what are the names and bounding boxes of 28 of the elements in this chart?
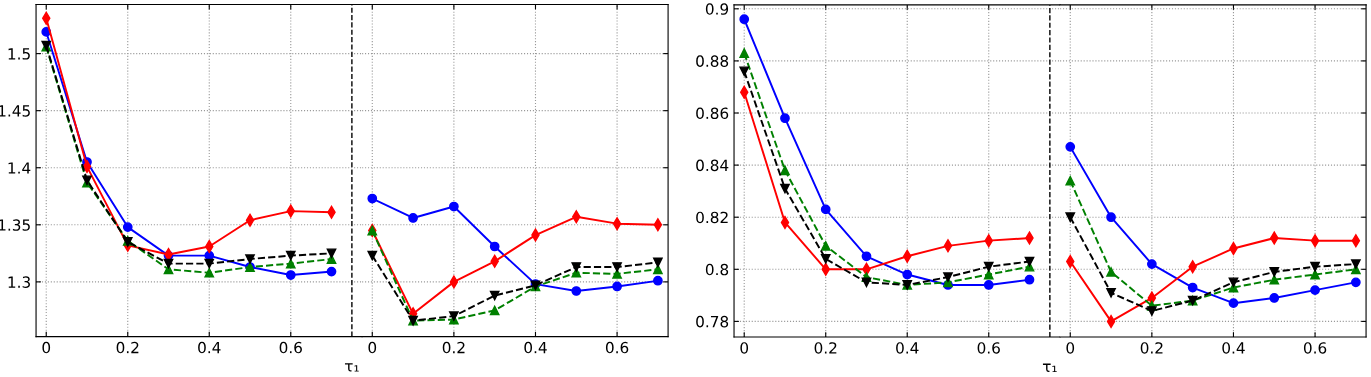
- x-tick-label: 0: [740, 342, 749, 354]
- x-tick-label: 0.2: [442, 341, 465, 354]
- y-tick-label: 0.78: [696, 315, 729, 328]
- x-tick-label: 0.6: [977, 342, 1000, 354]
- y-tick-label: 1.5: [8, 48, 30, 60]
- y-tick-label: 0.84: [696, 159, 729, 172]
- x-tick-label: 0: [42, 341, 51, 354]
- x-tick-label: 0.6: [1303, 342, 1327, 354]
- y-tick-label: 1.3: [8, 276, 30, 288]
- x-tick-label: 0.4: [198, 341, 221, 354]
- x-axis-title: τ₁: [344, 363, 359, 372]
- x-tick-label: 0: [368, 341, 377, 354]
- y-tick-label: 0.86: [696, 107, 729, 120]
- x-tick-label: 0.6: [279, 341, 302, 354]
- x-tick-label: 0.4: [896, 342, 919, 354]
- y-tick-label: 0.82: [696, 211, 728, 224]
- x-tick-label: 0.2: [814, 342, 837, 354]
- x-tick-label: 0.6: [605, 341, 629, 354]
- x-tick-label: 0.4: [524, 341, 547, 354]
- x-tick-label: 0.2: [116, 341, 139, 354]
- y-tick-label: 0.8: [705, 263, 729, 276]
- x-tick-label: 0: [1066, 342, 1075, 354]
- y-tick-label: 1.4: [8, 162, 31, 174]
- y-tick-label: 0.9: [705, 3, 729, 15]
- x-tick-label: 0.2: [1140, 342, 1163, 354]
- x-axis-title: τ₁: [1042, 363, 1057, 372]
- x-tick-label: 0.4: [1222, 342, 1245, 354]
- y-tick-label: 0.88: [696, 55, 729, 67]
